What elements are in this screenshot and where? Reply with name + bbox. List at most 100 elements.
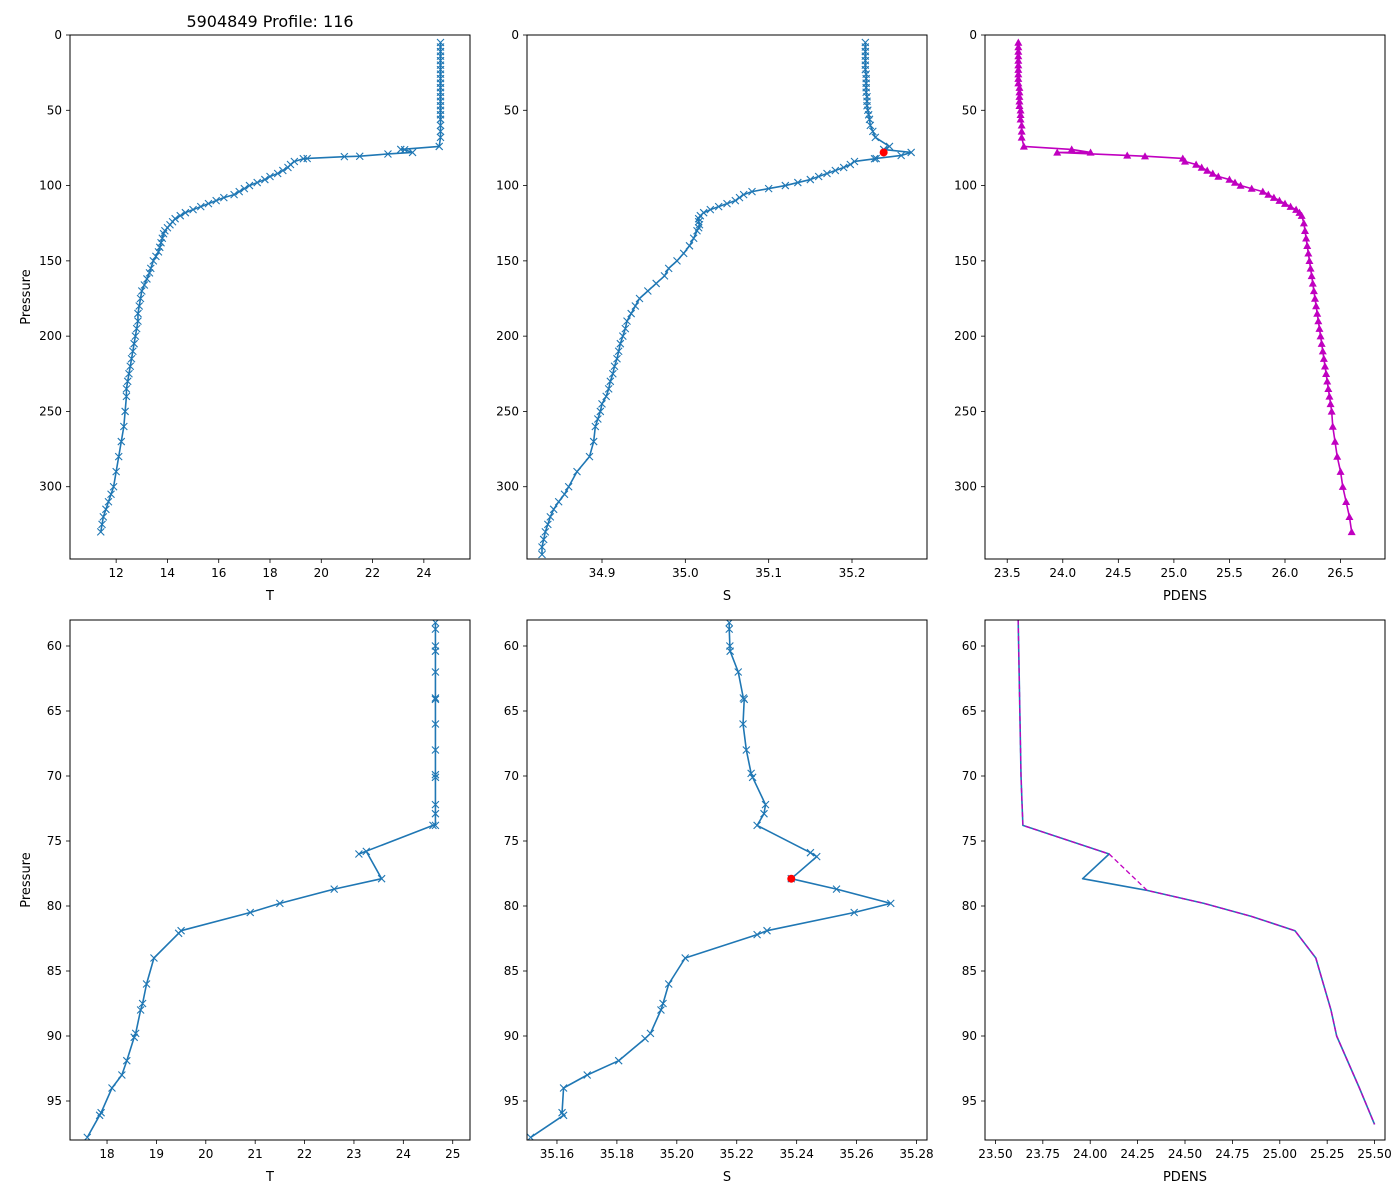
data-point (219, 193, 228, 202)
data-point (823, 169, 831, 178)
y-tick-label: 85 (47, 964, 62, 978)
data-point (384, 150, 392, 158)
data-point (886, 899, 895, 908)
data-point (95, 1111, 104, 1120)
x-tick-label: 24 (396, 1147, 411, 1161)
data-point (652, 279, 661, 288)
data-point (431, 668, 440, 676)
data-point (549, 505, 558, 514)
data-point (1236, 181, 1245, 189)
data-point (635, 294, 644, 303)
data-point (1192, 160, 1201, 168)
data-point (117, 437, 126, 446)
data-point (725, 625, 734, 633)
data-point (739, 720, 747, 728)
data-point (614, 347, 623, 356)
y-tick-label: 300 (39, 480, 62, 494)
data-point (1325, 392, 1334, 400)
data-point (589, 437, 598, 446)
y-tick-label: 100 (39, 179, 62, 193)
data-point (907, 148, 916, 157)
data-point (330, 885, 339, 893)
subplot-bottom_S: 35.16 35.18 35.20 35.22 35.24 35.26 35.28 60 65 7… (504, 619, 934, 1185)
data-point (1017, 121, 1026, 129)
data-point (142, 980, 151, 988)
data-point (1281, 199, 1289, 207)
data-point (152, 252, 160, 261)
data-point (159, 229, 168, 238)
x-tick-label: 25 (445, 1147, 460, 1161)
y-tick-label: 80 (962, 899, 977, 913)
data-point (1053, 148, 1062, 156)
data-point (431, 800, 440, 809)
data-point (1315, 324, 1324, 332)
data-point (1141, 152, 1149, 160)
y-tick-label: 90 (504, 1029, 519, 1043)
data-point (138, 999, 147, 1008)
data-point (740, 695, 749, 704)
x-tick-label: 24.5 (1105, 566, 1132, 580)
data-point (1301, 226, 1309, 234)
data-point (131, 332, 140, 341)
data-point (559, 1111, 568, 1120)
data-point (1326, 399, 1335, 408)
data-point (1269, 193, 1278, 201)
x-tick-label: 22 (297, 1147, 312, 1161)
data-point (143, 275, 151, 283)
data-point (1317, 339, 1326, 347)
data-point (1314, 317, 1323, 325)
data-point (872, 154, 881, 163)
x-axis-label: S (723, 589, 731, 604)
data-point (761, 800, 770, 809)
data-point (431, 773, 440, 782)
data-point (1299, 219, 1308, 227)
x-tick-label: 26.0 (1272, 566, 1299, 580)
y-tick-label: 200 (954, 329, 977, 343)
data-point (1303, 241, 1312, 250)
data-point (128, 347, 137, 356)
data-point (559, 1084, 568, 1092)
data-point (897, 151, 906, 160)
data-point (157, 238, 165, 247)
data-point (706, 205, 715, 214)
data-point (273, 169, 282, 178)
data-point (793, 178, 802, 187)
y-tick-label: 95 (962, 1094, 977, 1108)
y-tick-label: 60 (962, 639, 977, 653)
data-point (689, 234, 698, 243)
data-point (1014, 74, 1023, 82)
y-tick-label: 300 (496, 480, 519, 494)
x-tick-label: 24.75 (1215, 1147, 1249, 1161)
data-point (1292, 205, 1301, 213)
x-axis-label: S (723, 1170, 731, 1185)
data-point (136, 1006, 145, 1014)
data-point (436, 127, 445, 136)
data-point (1231, 178, 1239, 186)
y-tick-label: 50 (47, 103, 62, 117)
axes-frame (526, 619, 928, 1141)
data-point (290, 157, 299, 166)
data-point (1345, 512, 1354, 521)
data-point (868, 127, 877, 136)
data-point (1203, 166, 1212, 174)
data-point (614, 1056, 623, 1065)
data-point (748, 187, 756, 196)
data-point (693, 226, 701, 235)
x-tick-label: 35.18 (600, 1147, 634, 1161)
data-point (104, 497, 113, 506)
data-point (117, 1071, 126, 1079)
data-point (189, 205, 197, 214)
data-point (136, 294, 145, 303)
data-point (1014, 56, 1023, 64)
y-tick-label: 150 (496, 254, 519, 268)
data-point (130, 339, 138, 348)
data-point (107, 490, 115, 499)
subplot-top_PDENS: 23.5 24.0 24.5 25.0 25.5 26.0 26.5 0 50 100 150 200… (954, 28, 1386, 604)
data-point (1214, 172, 1223, 180)
data-point (1327, 407, 1336, 415)
axes-frame (69, 619, 471, 1141)
series-group (527, 620, 895, 1140)
x-tick-label: 24.50 (1168, 1147, 1202, 1161)
data-point (134, 317, 142, 325)
x-tick-label: 24.25 (1120, 1147, 1154, 1161)
